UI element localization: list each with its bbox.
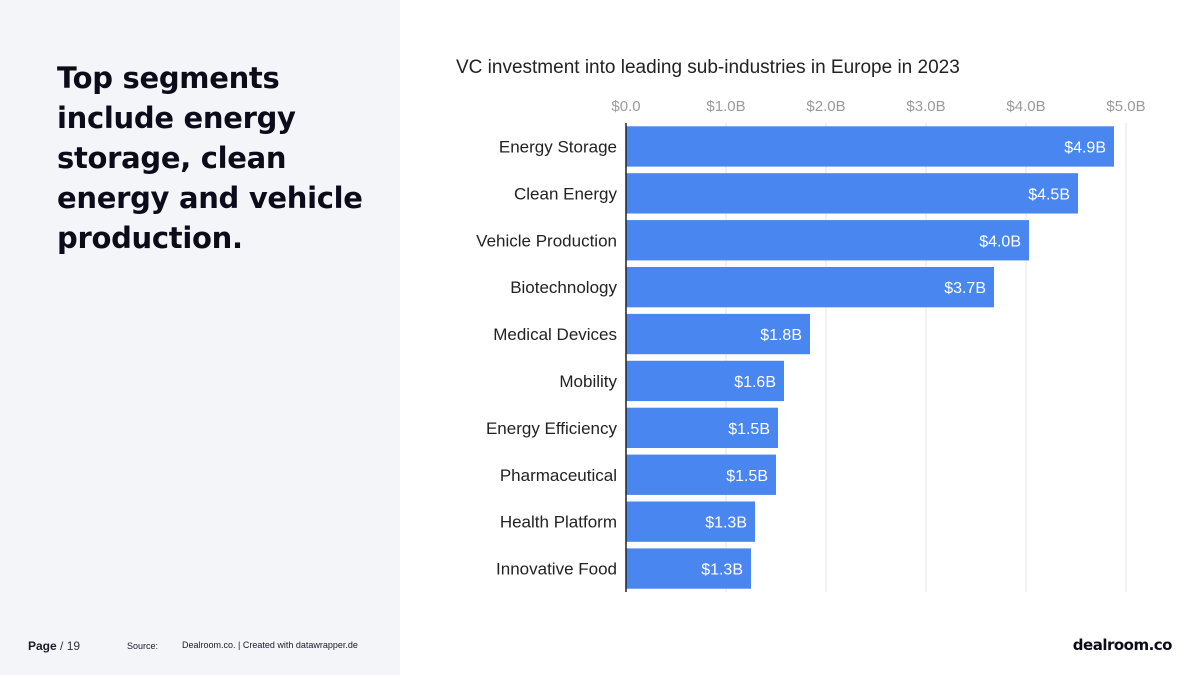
value-label: $1.6B bbox=[734, 374, 776, 391]
category-label: Vehicle Production bbox=[476, 231, 617, 250]
value-label: $1.8B bbox=[760, 327, 802, 344]
value-label: $4.9B bbox=[1064, 139, 1106, 156]
category-label: Pharmaceutical bbox=[500, 466, 617, 485]
source-text: Dealroom.co. | Created with datawrapper.… bbox=[182, 640, 358, 650]
bar bbox=[626, 220, 1029, 261]
x-tick-label: $4.0B bbox=[1006, 98, 1045, 115]
category-label: Energy Storage bbox=[499, 137, 617, 156]
category-label: Clean Energy bbox=[514, 184, 618, 203]
bar bbox=[626, 548, 751, 589]
value-label: $1.5B bbox=[728, 421, 770, 438]
x-tick-label: $5.0B bbox=[1106, 98, 1145, 115]
source-label: Source: bbox=[127, 641, 159, 651]
value-label: $1.3B bbox=[705, 515, 747, 532]
headline: Top segments include energy storage, cle… bbox=[57, 61, 363, 255]
value-label: $3.7B bbox=[944, 280, 986, 297]
bar bbox=[626, 313, 810, 355]
bar bbox=[626, 126, 1114, 167]
x-tick-label: $0.0 bbox=[611, 98, 640, 115]
value-label: $4.5B bbox=[1028, 186, 1070, 203]
bar bbox=[626, 266, 994, 308]
page-indicator: Page / 19 bbox=[28, 639, 80, 653]
category-label: Biotechnology bbox=[510, 278, 617, 297]
bar bbox=[626, 454, 776, 495]
category-label: Medical Devices bbox=[493, 325, 617, 344]
page-label: Page bbox=[28, 639, 57, 653]
category-label: Mobility bbox=[559, 372, 617, 391]
category-label: Health Platform bbox=[500, 513, 617, 532]
value-label: $4.0B bbox=[979, 233, 1021, 250]
x-tick-label: $2.0B bbox=[806, 98, 845, 115]
bar bbox=[626, 501, 755, 542]
bar bbox=[626, 360, 784, 402]
page-number: / 19 bbox=[60, 639, 81, 653]
category-label: Energy Efficiency bbox=[486, 419, 618, 438]
chart-title: VC investment into leading sub-industrie… bbox=[456, 57, 960, 78]
dealroom-logo: dealroom.co bbox=[1072, 636, 1173, 654]
value-label: $1.5B bbox=[726, 468, 768, 485]
x-tick-label: $3.0B bbox=[906, 98, 945, 115]
x-tick-label: $1.0B bbox=[706, 98, 745, 115]
value-label: $1.3B bbox=[701, 562, 743, 579]
category-label: Innovative Food bbox=[496, 560, 617, 579]
left-panel bbox=[0, 0, 400, 675]
bar bbox=[626, 407, 778, 449]
bar bbox=[626, 173, 1078, 214]
